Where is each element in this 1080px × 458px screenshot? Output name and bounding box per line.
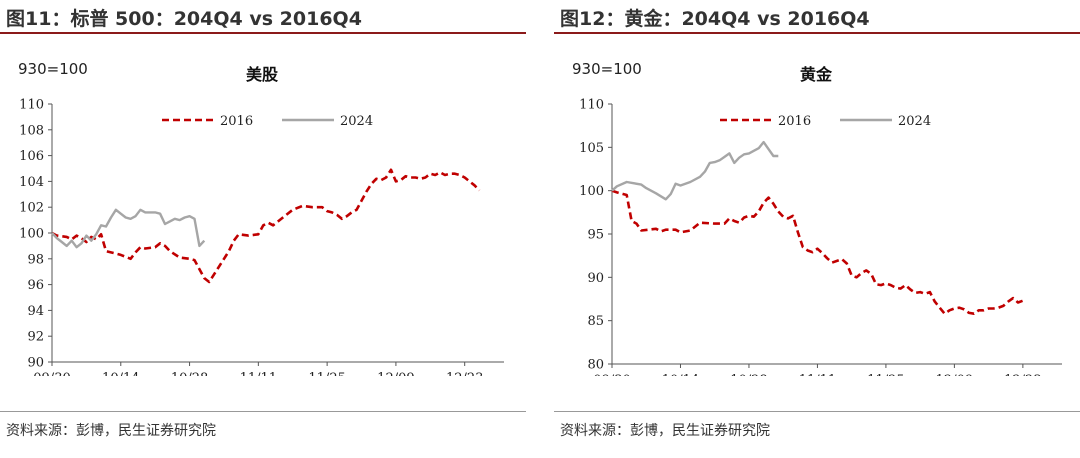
y-tick-label: 110 [579,98,604,113]
x-tick-label: 11/11 [240,371,277,376]
legend-label-2024: 2024 [898,114,931,129]
legend-label-2024: 2024 [340,114,373,129]
title-rule [0,32,526,34]
source-rule [554,411,1080,412]
y-tick-label: 90 [27,356,44,371]
y-tick-label: 100 [579,184,604,199]
y-tick-label: 100 [19,227,44,242]
source-note: 资料来源：彭博，民生证券研究院 [6,423,216,439]
x-tick-label: 10/28 [730,373,767,376]
x-tick-label: 12/23 [446,371,483,376]
y-tick-label: 95 [587,228,604,243]
series-line-2024 [51,208,206,249]
legend-label-2016: 2016 [778,114,811,129]
y-tick-label: 85 [587,314,604,329]
legend-label-2016: 2016 [220,114,253,129]
chart-title: 黄金 [800,65,833,84]
x-tick-label: 10/28 [171,371,208,376]
x-tick-label: 11/25 [308,371,345,376]
y-tick-label: 90 [587,271,604,286]
y-tick-label: 108 [19,123,44,138]
panel-gold: 图12：黄金：204Q4 vs 2016Q4 930=100 黄金 80 85 90 95… [554,0,1080,458]
x-tick-label: 09/30 [593,373,630,376]
y-tick-label: 110 [19,98,44,113]
y-tick-label: 102 [19,201,44,216]
y-tick-label: 105 [579,141,604,156]
x-tick-label: 12/09 [936,373,973,376]
y-tick-label: 94 [27,304,44,319]
x-tick-label: 11/25 [867,373,904,376]
figure-title: 图11：标普 500：204Q4 vs 2016Q4 [6,8,362,30]
title-rule [554,32,1080,34]
series-line-2016 [611,189,1024,315]
x-tick-label: 12/09 [377,371,414,376]
gold-line-chart: 930=100 黄金 80 85 90 95 100 105 110 09/30 10/14 10/2… [572,60,1062,376]
y-tick-label: 96 [27,278,44,293]
x-tick-label: 09/30 [33,371,70,376]
y-tick-label: 92 [27,330,44,345]
series-line-2024 [611,140,779,201]
base-label: 930=100 [572,60,642,78]
y-tick-label: 104 [19,175,44,190]
x-tick-label: 11/11 [799,373,836,376]
x-tick-label: 10/14 [102,371,139,376]
y-tick-label: 98 [27,252,44,267]
sp500-line-chart: 930=100 美股 90 92 94 96 98 100 102 104 106 108 110 09/… [18,60,504,376]
source-rule [0,411,526,412]
y-tick-label: 80 [587,358,604,373]
figure-title: 图12：黄金：204Q4 vs 2016Q4 [560,8,870,30]
x-tick-label: 10/14 [662,373,699,376]
base-label: 930=100 [18,60,88,78]
chart-title: 美股 [246,65,279,84]
y-tick-label: 106 [19,149,44,164]
series-line-2016 [51,168,481,284]
panel-sp500: 图11：标普 500：204Q4 vs 2016Q4 930=100 美股 90 92… [0,0,526,458]
x-tick-label: 12/23 [1004,373,1041,376]
source-note: 资料来源：彭博，民生证券研究院 [560,423,770,439]
